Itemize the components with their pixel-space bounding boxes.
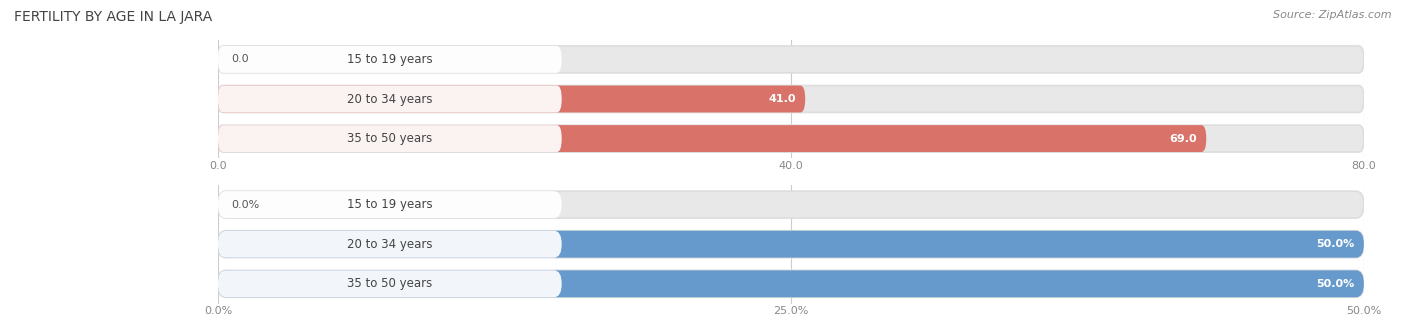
Text: 20 to 34 years: 20 to 34 years: [347, 92, 433, 106]
FancyBboxPatch shape: [218, 270, 1364, 297]
FancyBboxPatch shape: [218, 191, 1364, 218]
Text: Source: ZipAtlas.com: Source: ZipAtlas.com: [1274, 10, 1392, 20]
FancyBboxPatch shape: [218, 46, 562, 73]
FancyBboxPatch shape: [218, 231, 561, 258]
Text: 35 to 50 years: 35 to 50 years: [347, 132, 433, 145]
FancyBboxPatch shape: [218, 270, 561, 297]
Text: 50.0%: 50.0%: [1316, 279, 1354, 289]
Text: 15 to 19 years: 15 to 19 years: [347, 198, 433, 211]
FancyBboxPatch shape: [218, 125, 1364, 152]
Text: FERTILITY BY AGE IN LA JARA: FERTILITY BY AGE IN LA JARA: [14, 10, 212, 24]
FancyBboxPatch shape: [218, 85, 1364, 113]
Text: 20 to 34 years: 20 to 34 years: [347, 238, 433, 251]
Text: 50.0%: 50.0%: [1316, 239, 1354, 249]
FancyBboxPatch shape: [218, 85, 562, 113]
Text: 35 to 50 years: 35 to 50 years: [347, 277, 433, 290]
Text: 0.0%: 0.0%: [232, 200, 260, 210]
FancyBboxPatch shape: [218, 231, 1364, 258]
Text: 41.0: 41.0: [769, 94, 796, 104]
FancyBboxPatch shape: [218, 231, 1364, 258]
FancyBboxPatch shape: [218, 191, 561, 218]
FancyBboxPatch shape: [218, 270, 1364, 297]
Text: 0.0: 0.0: [232, 54, 249, 64]
Text: 69.0: 69.0: [1170, 134, 1197, 144]
Text: 15 to 19 years: 15 to 19 years: [347, 53, 433, 66]
FancyBboxPatch shape: [218, 46, 1364, 73]
FancyBboxPatch shape: [218, 85, 806, 113]
FancyBboxPatch shape: [218, 125, 1206, 152]
FancyBboxPatch shape: [218, 125, 562, 152]
